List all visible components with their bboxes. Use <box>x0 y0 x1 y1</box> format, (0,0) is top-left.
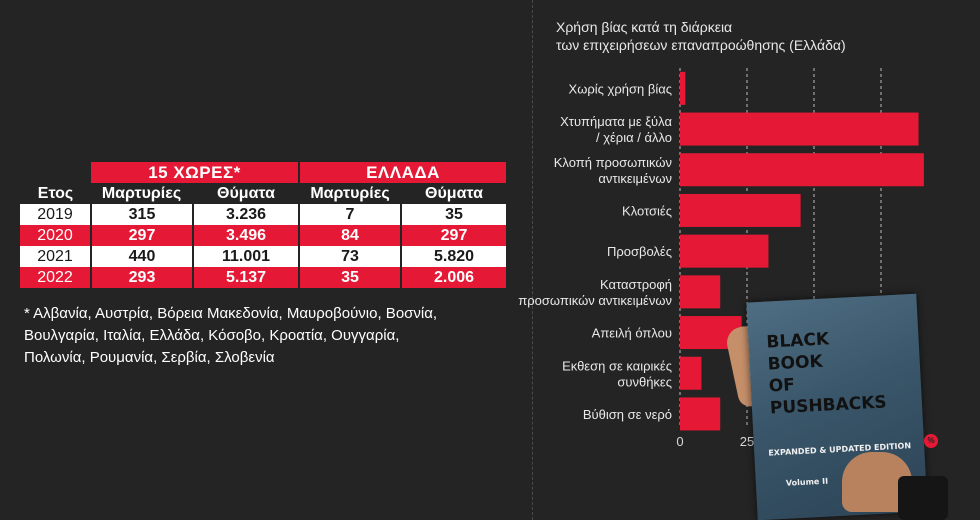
countries-footnote: * Αλβανία, Αυστρία, Βόρεια Μακεδονία, Μα… <box>24 303 494 369</box>
bar <box>680 397 721 431</box>
category-label: Απειλή όπλου <box>592 326 672 341</box>
cell-value: 35 <box>400 204 506 225</box>
sleeve-image <box>898 476 948 520</box>
chart-title-line: των επιχειρήσεων επαναπροώθησης (Ελλάδα) <box>556 37 846 53</box>
bar <box>680 275 721 309</box>
row-year: 2021 <box>20 246 91 267</box>
cell-value: 84 <box>298 225 401 246</box>
category-label: / χέρια / άλλο <box>596 130 672 145</box>
category-label: προσωπικών αντικειμένων <box>518 293 672 308</box>
category-label: Καταστροφή <box>600 277 672 292</box>
cell-value: 2.006 <box>400 267 506 288</box>
x-tick-label: 0 <box>676 434 683 449</box>
table-row: 2019 315 3.236 7 35 <box>20 204 506 225</box>
chart-title-line: Χρήση βίας κατά τη διάρκεια <box>556 19 733 35</box>
cell-value: 3.496 <box>192 225 299 246</box>
table-sub-header-row: Ετος Μαρτυρίες Θύματα Μαρτυρίες Θύματα <box>20 183 506 204</box>
category-label: Κλοπή προσωπικών <box>554 155 672 170</box>
cell-value: 293 <box>90 267 193 288</box>
book-volume: Volume II <box>785 476 829 488</box>
row-year: 2019 <box>20 204 91 225</box>
category-label: συνθήκες <box>617 374 672 389</box>
category-label: Βύθιση σε νερό <box>583 407 672 422</box>
cell-value: 73 <box>298 246 401 267</box>
footnote-line: Βουλγαρία, Ιταλία, Ελλάδα, Κόσοβο, Κροατ… <box>24 327 400 344</box>
footnote-line: Πολωνία, Ρουμανία, Σερβία, Σλοβενία <box>24 349 275 366</box>
footnote-line: * Αλβανία, Αυστρία, Βόρεια Μακεδονία, Μα… <box>24 305 438 322</box>
row-year: 2020 <box>20 225 91 246</box>
publisher-logo-icon: % <box>924 434 938 448</box>
category-label: Προσβολές <box>607 244 672 259</box>
cell-value: 297 <box>400 225 506 246</box>
table-row: 2020 297 3.496 84 297 <box>20 225 506 246</box>
cell-value: 297 <box>90 225 193 246</box>
book-title: BLACK BOOK OF PUSHBACKS <box>766 324 920 420</box>
bar <box>680 112 919 146</box>
cell-value: 315 <box>90 204 193 225</box>
group-header-15-countries: 15 ΧΩΡΕΣ* <box>91 162 299 183</box>
bar <box>680 71 686 105</box>
cell-value: 3.236 <box>192 204 299 225</box>
table-corner <box>20 162 91 183</box>
row-year: 2022 <box>20 267 91 288</box>
chart-title: Χρήση βίας κατά τη διάρκεια των επιχειρή… <box>556 18 846 54</box>
group-header-greece: ΕΛΛΑΔΑ <box>298 162 506 183</box>
table-row: 2021 440 11.001 73 5.820 <box>20 246 506 267</box>
sub-header-testimonies-15: Μαρτυρίες <box>91 183 193 204</box>
cell-value: 35 <box>298 267 401 288</box>
panel-divider <box>532 0 533 520</box>
year-column-header: Ετος <box>20 183 91 204</box>
bar <box>680 193 801 227</box>
sub-header-testimonies-greece: Μαρτυρίες <box>298 183 401 204</box>
bar <box>680 234 769 268</box>
cell-value: 440 <box>90 246 193 267</box>
cell-value: 5.820 <box>400 246 506 267</box>
table-row: 2022 293 5.137 35 2.006 <box>20 267 506 288</box>
bar <box>680 153 924 187</box>
category-label: Χτυπήματα με ξύλα <box>560 114 672 129</box>
cell-value: 5.137 <box>192 267 299 288</box>
category-label: Εκθεση σε καιρικές <box>562 358 672 373</box>
category-label: Κλοτσιές <box>622 203 672 218</box>
sub-header-victims-15: Θύματα <box>192 183 299 204</box>
sub-header-victims-greece: Θύματα <box>400 183 506 204</box>
bar <box>680 356 702 390</box>
category-label: Χωρίς χρήση βίας <box>569 81 672 96</box>
cell-value: 7 <box>298 204 401 225</box>
category-label: αντικειμένων <box>598 171 672 186</box>
cell-value: 11.001 <box>192 246 299 267</box>
x-tick-label: 25 <box>740 434 754 449</box>
stats-table: 15 ΧΩΡΕΣ* ΕΛΛΑΔΑ Ετος Μαρτυρίες Θύματα Μ… <box>20 162 506 288</box>
table-group-header-row: 15 ΧΩΡΕΣ* ΕΛΛΑΔΑ <box>20 162 506 183</box>
